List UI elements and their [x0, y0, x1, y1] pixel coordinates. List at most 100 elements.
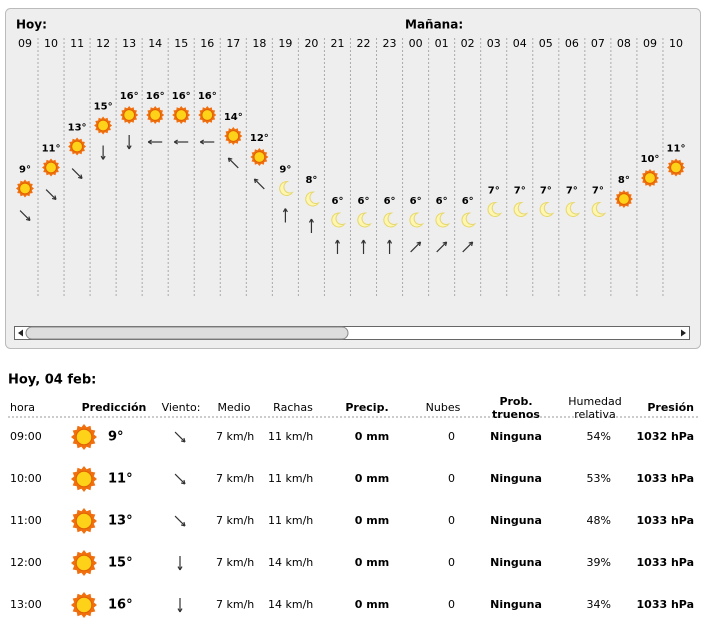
row-sun-icon [71, 508, 97, 534]
cell: 54% [587, 430, 611, 443]
sun-icon [224, 127, 243, 145]
sun-core [253, 151, 266, 163]
column-header: Precip. [345, 401, 388, 414]
wind-head [80, 174, 83, 179]
moon-icon [409, 212, 425, 228]
moon-icon [383, 212, 399, 228]
wind-arrow [19, 210, 31, 222]
moon-shape [435, 212, 451, 228]
moon-icon [357, 212, 372, 228]
moon-shape [357, 212, 372, 228]
moon-shape [305, 191, 320, 207]
sun-core [75, 596, 93, 614]
wind-arrow [410, 241, 422, 253]
tomorrow-label: Mañana: [405, 18, 463, 32]
wind-arrow [227, 157, 239, 169]
sun-icon [641, 169, 659, 187]
column-header: Rachas [273, 401, 313, 414]
wind-head [468, 241, 473, 244]
row-sun-icon [71, 466, 97, 492]
hour-label: 08 [617, 37, 631, 50]
hour-label: 11 [70, 37, 84, 50]
hour-label: 02 [461, 37, 475, 50]
row-sun-icon [71, 424, 97, 450]
wind-head [183, 437, 186, 443]
wind-head [282, 208, 286, 213]
wind-arrow [173, 139, 189, 145]
sun-core [75, 512, 93, 530]
wind-arrow [177, 598, 183, 613]
cell: 11 km/h [268, 514, 313, 527]
temp-label: 15° [94, 102, 113, 113]
wind-head [416, 241, 421, 244]
hour-label: 17 [226, 37, 240, 50]
table-title: Hoy, 04 feb: [8, 373, 96, 388]
wind-shaft [19, 210, 31, 221]
scrollbar[interactable] [14, 326, 690, 340]
hour-label: 05 [539, 37, 553, 50]
wind-shaft [71, 168, 83, 179]
wind-arrow [71, 168, 83, 180]
cell: 0 [448, 430, 455, 443]
wind-head [308, 218, 312, 223]
sun-icon [94, 116, 113, 135]
temp-label: 6° [331, 196, 343, 207]
row-sun-icon [71, 550, 97, 576]
moon-icon [513, 201, 529, 217]
row-sun-icon [71, 592, 97, 618]
wind-head [334, 239, 338, 244]
wind-head [102, 155, 106, 160]
wind-arrow [174, 515, 186, 527]
wind-arrow [100, 145, 106, 160]
wind-shaft [174, 473, 186, 485]
temp-label: 14° [224, 112, 243, 123]
cell: 13:00 [10, 598, 42, 611]
temp-label: 9° [279, 165, 291, 176]
wind-head [147, 141, 152, 145]
wind-shaft [436, 241, 448, 253]
cell: 1033 hPa [637, 556, 694, 569]
column-header: Predicción [82, 401, 147, 414]
temp-label: 13° [68, 123, 87, 134]
hour-label: 22 [357, 37, 371, 50]
cell: 0 [448, 598, 455, 611]
column-header: hora [10, 401, 35, 414]
temp-label: 7° [566, 186, 578, 197]
cell: 0 [448, 556, 455, 569]
cell: 7 km/h [216, 556, 254, 569]
hour-label: 12 [96, 37, 110, 50]
wind-head [128, 145, 132, 150]
cell: 16° [108, 598, 133, 613]
wind-head [199, 141, 205, 145]
sun-icon [68, 137, 87, 156]
cell: 7 km/h [216, 472, 254, 485]
hour-label: 00 [409, 37, 423, 50]
moon-icon [435, 212, 451, 228]
temp-label: 9° [19, 165, 31, 176]
hour-label: 03 [487, 37, 501, 50]
sun-icon [250, 148, 269, 166]
sun-icon [42, 158, 60, 177]
temp-label: 6° [410, 196, 422, 207]
sun-core [45, 161, 57, 174]
temp-label: 10° [640, 154, 659, 165]
header-line: Prob. [499, 395, 532, 408]
temp-label: 12° [250, 133, 269, 144]
sun-core [227, 130, 240, 142]
temp-label: 6° [358, 196, 370, 207]
cell: 11:00 [10, 514, 42, 527]
temp-label: 6° [462, 196, 474, 207]
moon-shape [565, 201, 581, 217]
cell: 14 km/h [268, 598, 313, 611]
column-header: Nubes [426, 401, 461, 414]
hour-label: 13 [122, 37, 136, 50]
cell: 0 mm [355, 598, 389, 611]
cell: 11 km/h [268, 430, 313, 443]
moon-shape [383, 212, 399, 228]
column-header: Presión [647, 401, 694, 414]
temp-label: 8° [618, 175, 630, 186]
cell: 1032 hPa [637, 430, 694, 443]
wind-shaft [227, 157, 239, 169]
cell: 7 km/h [216, 430, 254, 443]
